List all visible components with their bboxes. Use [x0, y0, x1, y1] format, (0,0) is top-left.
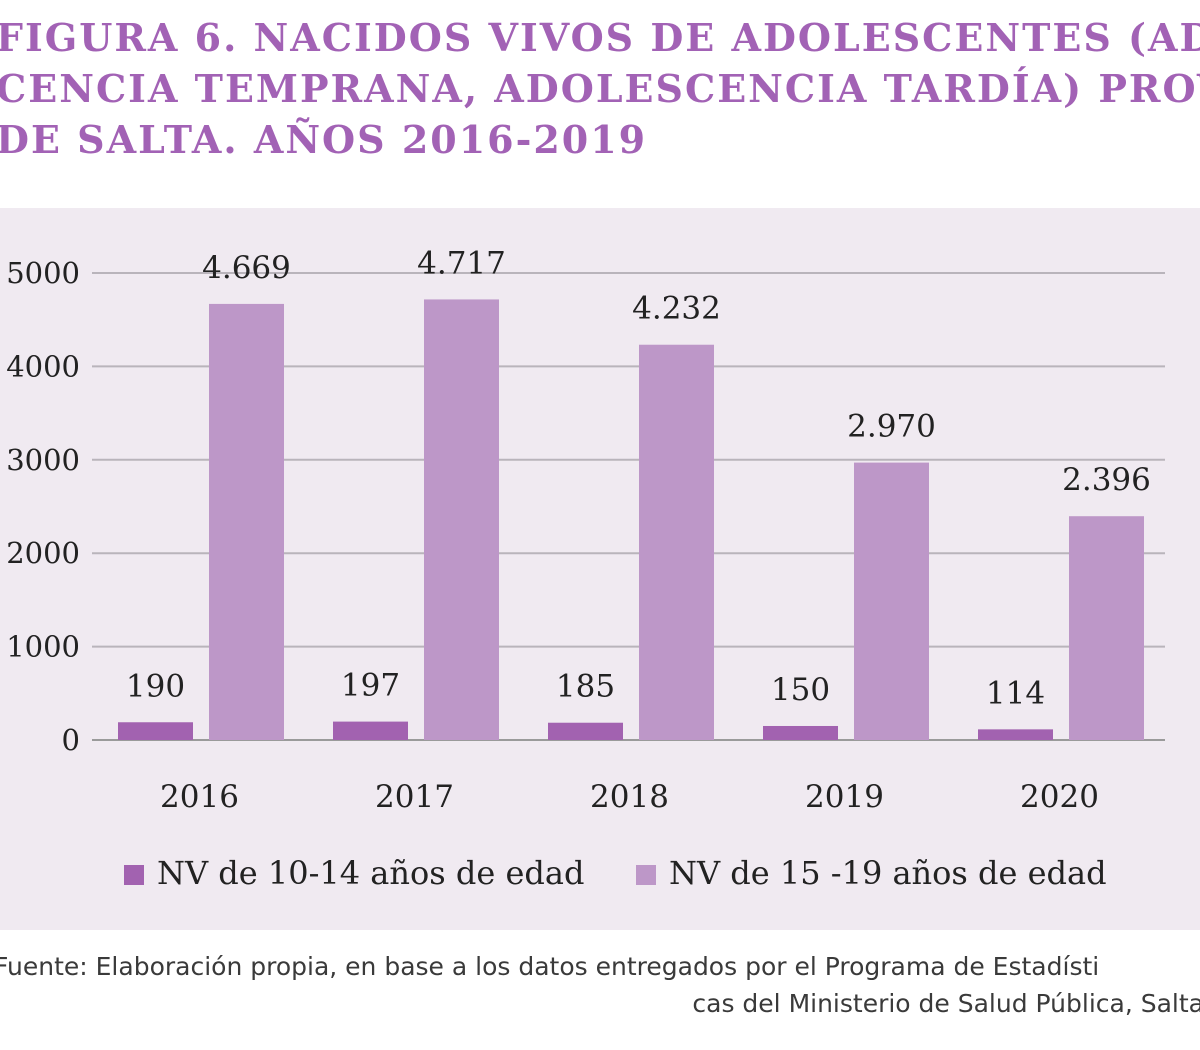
y-tick-label: 2000: [6, 536, 80, 570]
y-tick-label: 1000: [6, 630, 80, 664]
x-tick-label: 2019: [805, 779, 884, 815]
figure-title-line-1: FIGURA 6. NACIDOS VIVOS DE ADOLESCENTES …: [0, 15, 1200, 60]
bar-series-1: [548, 722, 623, 740]
y-tick-label: 0: [62, 723, 80, 757]
bar-series-1: [978, 729, 1053, 740]
bar-series-1: [763, 725, 838, 740]
bar-series-2: [1069, 516, 1144, 740]
x-tick-label: 2020: [1020, 779, 1099, 815]
legend-label-2: NV de 15 -19 años de edad: [669, 854, 1107, 892]
bar-series-2: [424, 299, 499, 740]
bar-data-label: 150: [771, 672, 830, 708]
y-tick-label: 4000: [6, 349, 80, 383]
bar-data-label: 4.669: [202, 250, 291, 286]
bar-series-2: [639, 344, 714, 740]
legend-label-1: NV de 10-14 años de edad: [157, 854, 584, 892]
bar-data-label: 190: [126, 668, 185, 704]
bar-series-2: [854, 462, 929, 740]
bar-data-label: 114: [986, 675, 1045, 711]
bar-chart: 0 1000 2000 3000 4000 5000 190 4.669 2016 197 4.71…: [6, 245, 1165, 892]
bar-series-1: [118, 722, 193, 740]
x-tick-label: 2017: [375, 779, 454, 815]
y-tick-label: 3000: [6, 443, 80, 477]
x-tick-label: 2018: [590, 779, 669, 815]
bar-data-label: 2.970: [847, 409, 936, 445]
source-line-2: cas del Ministerio de Salud Pública, Sal…: [692, 989, 1200, 1018]
bar-data-label: 4.717: [417, 245, 506, 281]
legend-swatch-1: [124, 865, 144, 885]
figure-title-line-3: DE SALTA. AÑOS 2016-2019: [0, 117, 648, 162]
source-line-1: Fuente: Elaboración propia, en base a lo…: [0, 952, 1100, 981]
y-tick-label: 5000: [6, 256, 80, 290]
x-tick-label: 2016: [160, 779, 239, 815]
figure-title: FIGURA 6. NACIDOS VIVOS DE ADOLESCENTES …: [0, 12, 1200, 165]
bar-data-label: 4.232: [632, 291, 721, 327]
bar-series-1: [333, 721, 408, 740]
bar-data-label: 197: [341, 668, 400, 704]
bar-data-label: 2.396: [1062, 462, 1151, 498]
source-note: Fuente: Elaboración propia, en base a lo…: [0, 948, 1200, 1022]
bar-series-2: [209, 303, 284, 740]
legend-swatch-2: [636, 865, 656, 885]
chart-panel: 0 1000 2000 3000 4000 5000 190 4.669 2016 197 4.71…: [0, 208, 1200, 930]
bar-data-label: 185: [556, 669, 615, 705]
figure-title-line-2: CENCIA TEMPRANA, ADOLESCENCIA TARDÍA) PR…: [0, 66, 1200, 111]
